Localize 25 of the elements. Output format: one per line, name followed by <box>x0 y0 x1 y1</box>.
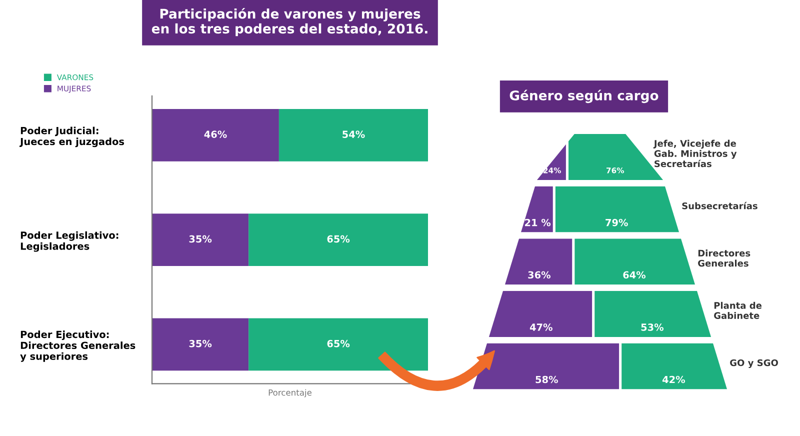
data-label: 53% <box>641 324 664 331</box>
chart-title: Participación de varones y mujeres en los tres poderes del estado, 2016. <box>152 8 428 36</box>
text: Género según cargo <box>510 90 658 104</box>
x-axis-title: Porcentaje <box>268 389 312 398</box>
y-tick-label: Poder Ejecutivo: Directores Generales y superiores <box>20 330 136 362</box>
data-label: 58% <box>536 376 558 384</box>
y-tick-label: Poder Legislativo: Legisladores <box>20 231 118 252</box>
category-label: GO y SGO <box>730 359 778 368</box>
data-label: 54% <box>342 130 365 138</box>
data-label: 36% <box>528 271 550 279</box>
data-label: 35% <box>189 340 212 348</box>
data-label: 79% <box>606 218 628 226</box>
data-label: 42% <box>662 376 686 384</box>
data-label: 64% <box>623 271 646 279</box>
data-label: 46% <box>204 130 227 138</box>
data-label: 21 % <box>525 218 551 226</box>
y-tick-label: Poder Judicial: Jueces en juzgados <box>20 126 124 148</box>
data-label: 65% <box>327 340 350 348</box>
data-label: 65% <box>327 235 350 243</box>
category-label: Planta de Gabinete <box>714 302 762 319</box>
data-label: 47% <box>530 324 552 331</box>
category-label: Directores Generales <box>698 250 750 267</box>
data-label: 35% <box>189 235 212 243</box>
category-label: Subsecretarías <box>682 202 758 210</box>
category-label: Jefe, Vicejefe de Gab. Ministros y Secretarías <box>653 140 737 168</box>
